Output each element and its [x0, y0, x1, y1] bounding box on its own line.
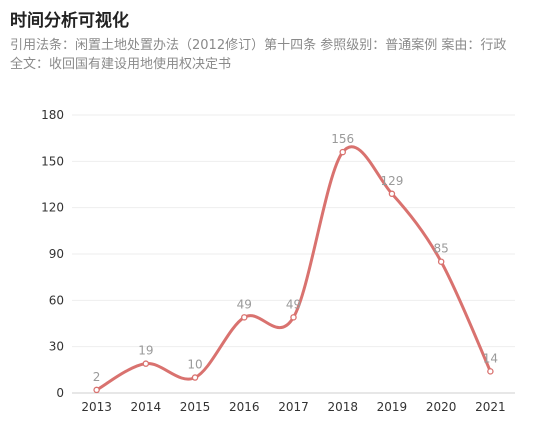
data-label: 49	[286, 297, 301, 311]
data-label: 85	[434, 242, 449, 256]
data-label: 49	[237, 297, 252, 311]
data-point	[241, 314, 248, 321]
x-tick-label: 2021	[475, 400, 506, 414]
data-label: 10	[187, 358, 202, 372]
x-tick-label: 2017	[278, 400, 309, 414]
x-tick-label: 2018	[327, 400, 358, 414]
data-point	[290, 314, 297, 321]
x-tick-label: 2014	[131, 400, 162, 414]
data-point	[388, 190, 396, 198]
data-label: 2	[93, 370, 101, 384]
x-tick-label: 2016	[229, 400, 260, 414]
data-point	[93, 386, 100, 394]
data-point	[339, 148, 346, 156]
data-point	[487, 368, 494, 375]
x-tick-label: 2013	[81, 400, 112, 414]
y-tick-label: 0	[56, 386, 64, 400]
y-tick-label: 60	[49, 293, 64, 307]
y-tick-label: 120	[41, 201, 64, 215]
x-tick-label: 2019	[377, 400, 408, 414]
page-title: 时间分析可视化	[10, 11, 129, 31]
data-label: 156	[331, 132, 354, 146]
data-point	[142, 360, 150, 367]
x-tick-label: 2015	[180, 400, 211, 414]
data-point	[191, 374, 199, 381]
y-tick-label: 180	[41, 108, 64, 122]
data-label: 129	[380, 174, 403, 188]
data-point	[437, 258, 445, 265]
y-tick-label: 90	[49, 247, 64, 261]
y-tick-label: 150	[41, 154, 64, 168]
data-label: 19	[138, 344, 153, 358]
data-label: 14	[483, 351, 498, 365]
series-line	[95, 145, 492, 392]
case-info: 引用法条：闲置土地处置办法（2012修订）第十四条 参照级别：普通案例 案由：行…	[10, 38, 507, 72]
y-tick-label: 30	[49, 340, 64, 354]
x-tick-label: 2020	[426, 400, 457, 414]
